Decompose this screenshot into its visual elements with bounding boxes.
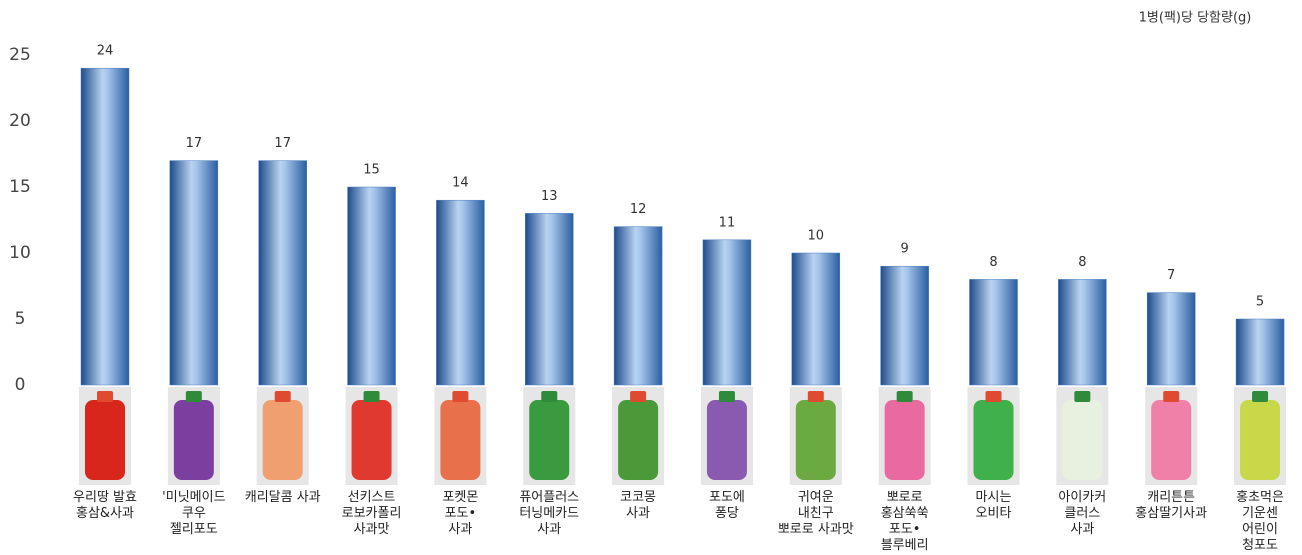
- value-label: 7: [1167, 268, 1175, 283]
- x-tick-label: '미닛메이드 쿠우 젤리포도: [162, 490, 226, 537]
- value-label: 17: [274, 136, 291, 151]
- bar: [258, 160, 307, 386]
- y-tick-label: 5: [15, 309, 26, 329]
- bar: [169, 160, 219, 386]
- value-label: 10: [808, 229, 825, 244]
- x-tick-label: 캐리튼튼 홍삼딸기사과: [1135, 490, 1208, 521]
- product-pouch: [706, 400, 747, 480]
- product-cap: [807, 391, 824, 402]
- bar: [80, 67, 130, 386]
- value-label: 8: [1078, 255, 1086, 270]
- product-cap: [452, 391, 469, 402]
- value-label: 11: [719, 215, 736, 230]
- product-cap: [1074, 391, 1091, 402]
- product-pouch: [795, 400, 836, 480]
- x-tick-label: 캐리달콤 사과: [244, 490, 321, 505]
- value-label: 15: [363, 163, 380, 178]
- product-pouch: [618, 400, 659, 480]
- bar: [1058, 279, 1107, 386]
- y-tick-label: 0: [15, 375, 26, 395]
- product-pouch: [884, 400, 925, 480]
- product-cap: [718, 391, 735, 402]
- bar: [436, 199, 485, 386]
- value-label: 14: [452, 176, 469, 191]
- bar: [791, 252, 841, 386]
- x-tick-label: 코코몽 사과: [620, 490, 657, 521]
- bar: [969, 279, 1018, 386]
- product-pouch: [85, 400, 125, 480]
- product-cap: [1163, 391, 1180, 402]
- product-pouch: [973, 400, 1014, 480]
- product-cap: [274, 391, 291, 402]
- x-tick-label: 포켓몬 포도• 사과: [442, 490, 479, 537]
- value-label: 8: [989, 255, 997, 270]
- value-label: 5: [1256, 295, 1264, 310]
- product-cap: [896, 391, 913, 402]
- x-tick-label: 뽀로로 홍삼쑥쑥 포도• 블루베리: [880, 490, 929, 553]
- bar: [347, 186, 396, 386]
- bar: [613, 226, 663, 386]
- product-pouch: [440, 400, 481, 480]
- y-tick-label: 15: [9, 177, 31, 197]
- product-pouch: [1240, 400, 1281, 480]
- product-pouch: [262, 400, 303, 480]
- x-tick-label: 퓨어플러스 터닝메카드 사과: [519, 490, 580, 537]
- product-pouch: [173, 400, 214, 480]
- y-tick-label: 20: [9, 111, 31, 131]
- x-tick-label: 포도에 퐁당: [708, 490, 745, 521]
- bar: [1235, 318, 1285, 386]
- x-tick-label: 선키스트 로보카폴리 사과맛: [341, 490, 402, 537]
- product-pouch: [529, 400, 570, 480]
- product-cap: [97, 391, 113, 402]
- x-tick-label: 마시는 오비타: [975, 490, 1012, 521]
- x-tick-label: 홍초먹은 기운센 어린이 청포도: [1236, 490, 1284, 553]
- product-cap: [1252, 391, 1269, 402]
- y-tick-label: 10: [9, 243, 31, 263]
- product-cap: [363, 391, 380, 402]
- bar: [702, 239, 752, 386]
- x-tick-label: 아이카커 클러스 사과: [1058, 490, 1107, 537]
- x-tick-label: 귀여운 내친구 뽀로로 사과맛: [777, 490, 854, 537]
- product-pouch: [351, 400, 392, 480]
- value-label: 17: [186, 136, 203, 151]
- bar: [880, 265, 929, 386]
- product-pouch: [1151, 400, 1192, 480]
- value-label: 13: [541, 189, 558, 204]
- value-label: 12: [630, 202, 647, 217]
- product-cap: [630, 391, 647, 402]
- value-label: 24: [97, 44, 114, 59]
- bar: [525, 213, 574, 386]
- product-cap: [541, 391, 558, 402]
- x-tick-label: 우리땅 발효 홍삼&사과: [73, 490, 137, 521]
- product-cap: [985, 391, 1002, 402]
- value-label: 9: [901, 242, 909, 257]
- product-cap: [185, 391, 202, 402]
- chart-title: 1병(팩)당 당함량(g): [1139, 11, 1252, 26]
- product-pouch: [1062, 400, 1103, 480]
- y-tick-label: 25: [9, 45, 31, 65]
- bar: [1146, 292, 1196, 386]
